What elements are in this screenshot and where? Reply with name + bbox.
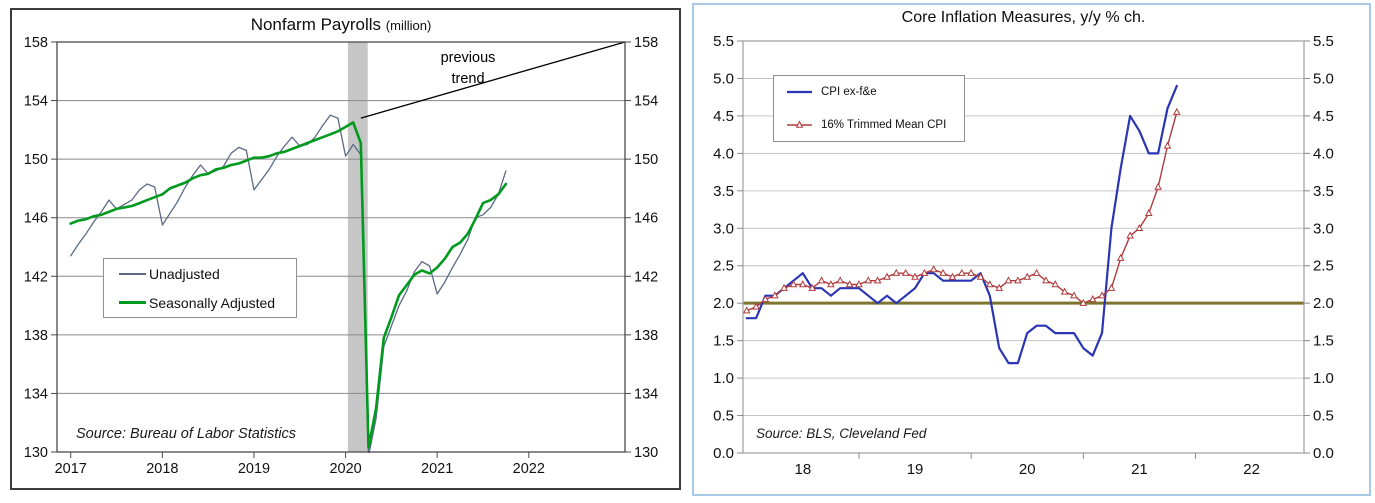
previous-trend-annotation: previous trend xyxy=(412,48,524,90)
previous-trend-line xyxy=(360,41,626,119)
legend-label-trimmed-mean-cpi: 16% Trimmed Mean CPI xyxy=(821,118,947,131)
svg-text:130: 130 xyxy=(24,445,48,461)
plot-border xyxy=(742,40,1305,454)
previous-trend-annotation-line2: trend xyxy=(451,71,485,87)
svg-text:4.0: 4.0 xyxy=(1313,145,1334,162)
legend-label-unadjusted: Unadjusted xyxy=(149,265,220,282)
svg-text:22: 22 xyxy=(1243,461,1260,478)
svg-text:134: 134 xyxy=(634,386,658,402)
svg-text:146: 146 xyxy=(24,211,48,227)
svg-text:2.0: 2.0 xyxy=(1313,295,1334,312)
svg-text:4.5: 4.5 xyxy=(1313,108,1334,125)
svg-text:20: 20 xyxy=(1019,461,1036,478)
left-chart-legend: Unadjusted Seasonally Adjusted xyxy=(103,258,297,318)
nonfarm-payrolls-chart-panel: 130 130 134 134 138 138 142 142 146 146 150 150 154 1… xyxy=(10,8,681,490)
core-inflation-chart: 0.0 0.0 0.5 0.5 1.0 1.0 1.5 1.5 2.0 2.0 2.5 2.5 3.0 3… xyxy=(713,33,1334,478)
plot-border xyxy=(56,41,626,453)
svg-text:0.5: 0.5 xyxy=(1313,408,1334,425)
y-gridlines xyxy=(57,41,625,453)
svg-text:138: 138 xyxy=(634,328,658,344)
legend-label-seasonally-adjusted: Seasonally Adjusted xyxy=(149,294,276,311)
open-triangle-markers xyxy=(742,107,1181,314)
y-axis-labels: 0.0 0.0 0.5 0.5 1.0 1.0 1.5 1.5 2.0 2.0 2.5 2.5 3.0 3… xyxy=(713,33,1334,462)
inflation: 0.0 0.0 0.5 0.5 1.0 1.0 1.5 1.5 2.0 2.0 2.5 2.5 3.0 3… xyxy=(713,33,1334,478)
svg-text:154: 154 xyxy=(24,94,48,110)
svg-text:3.5: 3.5 xyxy=(713,183,734,200)
svg-text:154: 154 xyxy=(634,94,658,110)
svg-text:0.0: 0.0 xyxy=(1313,445,1334,462)
unadjusted-line-swatch-icon xyxy=(119,272,146,275)
svg-text:1.5: 1.5 xyxy=(1313,333,1334,350)
svg-text:5.5: 5.5 xyxy=(1313,33,1334,50)
series-16-trimmed-mean-cpi xyxy=(742,107,1181,314)
left-chart-source-note: Source: Bureau of Labor Statistics xyxy=(76,426,297,442)
recession-band xyxy=(347,42,368,452)
svg-text:2019: 2019 xyxy=(238,461,270,477)
x-axis-labels: 2017 2018 2019 2020 2021 2022 xyxy=(55,452,545,477)
svg-text:158: 158 xyxy=(634,35,658,51)
svg-text:2020: 2020 xyxy=(329,461,361,477)
previous-trend-annotation-line1: previous xyxy=(440,50,496,66)
svg-text:21: 21 xyxy=(1131,461,1148,478)
svg-text:150: 150 xyxy=(24,152,48,168)
core-inflation-chart-panel: 0.0 0.0 0.5 0.5 1.0 1.0 1.5 1.5 2.0 2.0 2.5 2.5 3.0 3… xyxy=(692,3,1371,496)
nonfarm-payrolls-chart: 130 130 134 134 138 138 142 142 146 146 150 150 154 1… xyxy=(24,35,658,477)
svg-text:5.5: 5.5 xyxy=(713,33,734,50)
svg-text:146: 146 xyxy=(634,211,658,227)
svg-text:1.0: 1.0 xyxy=(1313,370,1334,387)
svg-text:2.0: 2.0 xyxy=(713,295,734,312)
legend-label-cpi-ex-fe: CPI ex-f&e xyxy=(821,86,877,99)
svg-text:18: 18 xyxy=(794,461,811,478)
x-axis-labels: 18 19 20 21 22 xyxy=(794,453,1260,478)
svg-text:5.0: 5.0 xyxy=(1313,70,1334,87)
series-unadjusted xyxy=(70,114,507,453)
svg-text:142: 142 xyxy=(24,269,48,285)
trimmed-mean-line-swatch-icon xyxy=(787,120,812,128)
svg-text:1.5: 1.5 xyxy=(713,333,734,350)
left-chart-title-text: Nonfarm Payrolls xyxy=(250,15,382,34)
svg-text:138: 138 xyxy=(24,328,48,344)
series-seasonally-adjusted xyxy=(69,121,508,449)
right-chart-title: Core Inflation Measures, y/y % ch. xyxy=(901,9,1146,26)
svg-text:4.5: 4.5 xyxy=(713,108,734,125)
svg-text:3.5: 3.5 xyxy=(1313,183,1334,200)
legend-item-cpi-ex-fe: CPI ex-f&e xyxy=(786,86,964,98)
svg-text:2018: 2018 xyxy=(146,461,178,477)
left-chart-title: Nonfarm Payrolls (million) xyxy=(57,15,625,35)
svg-text:150: 150 xyxy=(634,152,658,168)
svg-text:158: 158 xyxy=(24,35,48,51)
svg-text:1.0: 1.0 xyxy=(713,370,734,387)
left-chart-title-unit: (million) xyxy=(385,18,432,33)
svg-text:4.0: 4.0 xyxy=(713,145,734,162)
svg-text:3.0: 3.0 xyxy=(713,220,734,237)
svg-text:0.0: 0.0 xyxy=(713,445,734,462)
payrolls: 130 130 134 134 138 138 142 142 146 146 150 150 154 1… xyxy=(24,35,658,477)
svg-text:0.5: 0.5 xyxy=(713,408,734,425)
cpi-line-swatch-icon xyxy=(787,91,812,94)
svg-text:2017: 2017 xyxy=(55,461,87,477)
svg-text:134: 134 xyxy=(24,386,48,402)
seasonally-adjusted-line-swatch-icon xyxy=(119,301,146,304)
svg-text:130: 130 xyxy=(634,445,658,461)
y-axis-labels: 130 130 134 134 138 138 142 142 146 146 150 150 154 1… xyxy=(24,35,658,461)
legend-item-trimmed-mean-cpi: 16% Trimmed Mean CPI xyxy=(786,119,964,131)
svg-text:2022: 2022 xyxy=(513,461,545,477)
legend-item-unadjusted: Unadjusted xyxy=(119,266,296,282)
svg-text:2.5: 2.5 xyxy=(1313,258,1334,275)
svg-text:142: 142 xyxy=(634,269,658,285)
legend-item-seasonally-adjusted: Seasonally Adjusted xyxy=(119,295,296,311)
right-chart-legend: CPI ex-f&e 16% Trimmed Mean CPI xyxy=(773,75,965,142)
svg-text:2021: 2021 xyxy=(421,461,453,477)
svg-text:2.5: 2.5 xyxy=(713,258,734,275)
svg-text:19: 19 xyxy=(907,461,924,478)
svg-text:3.0: 3.0 xyxy=(1313,220,1334,237)
svg-text:5.0: 5.0 xyxy=(713,70,734,87)
right-chart-source-note: Source: BLS, Cleveland Fed xyxy=(756,426,927,441)
